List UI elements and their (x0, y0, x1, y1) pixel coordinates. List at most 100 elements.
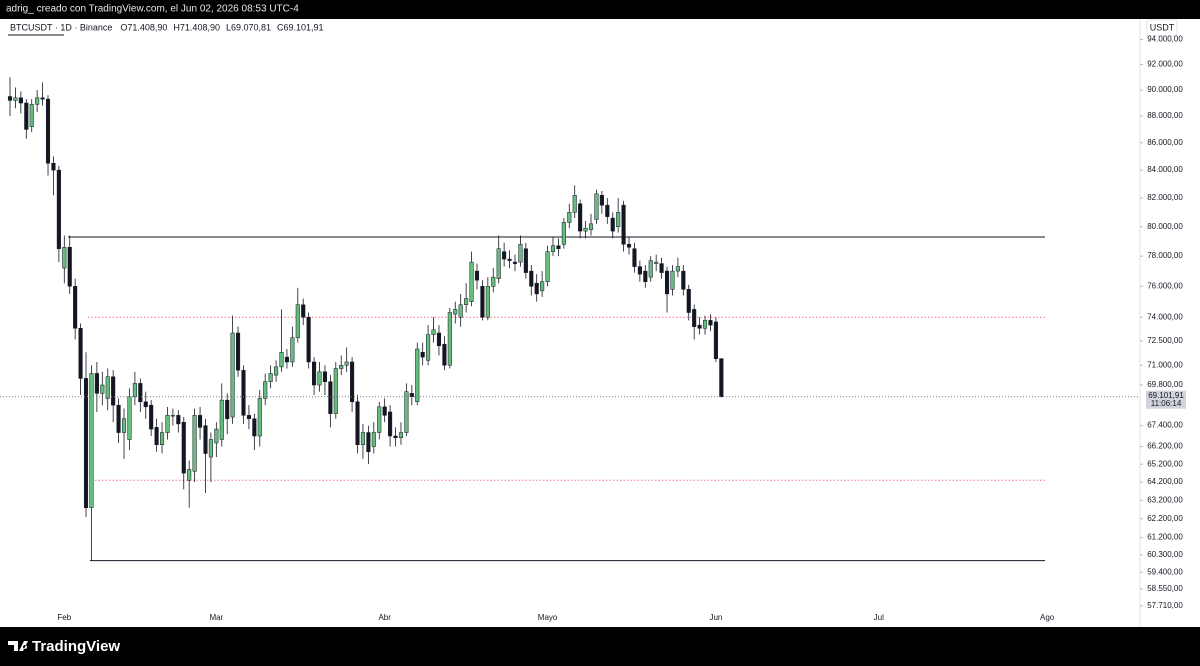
candle-body (192, 415, 197, 472)
candle-body (7, 96, 13, 101)
candle-body (198, 415, 203, 428)
candle-body (24, 102, 29, 130)
candle-body (654, 261, 659, 264)
y-tick-label: 92.000,00 (1147, 60, 1183, 69)
candle-body (719, 358, 724, 397)
y-tick-label: 88.000,00 (1147, 111, 1183, 120)
candle-body (420, 351, 425, 358)
candle-body (599, 195, 604, 206)
y-tick-label: 72.500,00 (1147, 336, 1183, 345)
candle-body (550, 245, 556, 252)
candle-body (556, 245, 561, 249)
candle-body (561, 222, 566, 245)
candle-body (203, 425, 208, 454)
y-tick-label: 74.000,00 (1147, 312, 1183, 321)
y-tick-label: 76.000,00 (1147, 281, 1183, 290)
candle-body (312, 361, 317, 386)
candle-body (18, 97, 23, 104)
candle-body (474, 270, 480, 281)
candle-body (632, 248, 637, 267)
candle-body (713, 321, 718, 359)
candle-body (45, 98, 51, 164)
y-tick-label: 60.300,00 (1147, 550, 1183, 559)
candle-body (480, 286, 485, 318)
candle-body (322, 371, 327, 382)
candle-body (241, 369, 246, 416)
y-tick-label: 90.000,00 (1147, 85, 1183, 94)
candle-body (149, 404, 154, 430)
y-tick-label: 80.000,00 (1147, 222, 1183, 231)
candle-body (702, 320, 708, 329)
candle-body (94, 373, 99, 394)
x-tick-label: Feb (57, 613, 71, 622)
candle-body (360, 432, 365, 445)
candle-body (436, 332, 442, 347)
candle-body (295, 304, 300, 339)
candle-body (540, 281, 545, 292)
y-tick-label: 57.710,00 (1147, 601, 1183, 610)
candle-body (56, 169, 61, 249)
candle-body (62, 246, 67, 269)
candle-body (610, 217, 615, 232)
candle-body (219, 399, 224, 440)
candle-body (518, 244, 523, 263)
candle-body (404, 391, 409, 433)
candle-body (111, 376, 116, 406)
candle-body (523, 248, 528, 273)
candle-body (236, 332, 241, 371)
y-tick-label: 94.000,00 (1147, 35, 1183, 44)
candle-body (317, 371, 322, 386)
candle-body (529, 270, 534, 287)
candle-body (208, 439, 213, 458)
candle-body (132, 383, 137, 397)
y-tick-label: 78.000,00 (1147, 251, 1183, 260)
candle-body (230, 332, 235, 418)
candle-body (268, 373, 273, 382)
y-tick-label: 86.000,00 (1147, 138, 1183, 147)
candle-body (344, 361, 349, 366)
candle-body (485, 286, 490, 318)
candle-body (73, 286, 78, 329)
candle-body (534, 282, 539, 295)
candle-body (355, 401, 360, 445)
price-label: 69.101,91 (1148, 391, 1184, 400)
candle-body (35, 97, 40, 105)
candle-body (431, 329, 436, 335)
ohlc-value: H71.408,90 (173, 22, 220, 32)
candle-body (274, 366, 279, 376)
candle-body (225, 399, 230, 420)
x-tick-label: Mayo (538, 613, 558, 622)
x-tick-label: Jul (874, 613, 884, 622)
candle-body (447, 312, 452, 366)
candle-body (176, 415, 181, 425)
logo (8, 641, 28, 651)
candle-body (40, 97, 45, 100)
candle-body (78, 328, 83, 379)
x-tick-label: Jun (709, 613, 722, 622)
candle-body (578, 203, 583, 232)
candle-body (339, 364, 344, 369)
candle-body (583, 227, 588, 232)
candle-body (605, 204, 610, 217)
candle-body (121, 418, 127, 433)
candle-body (491, 276, 496, 287)
y-tick-label: 65.200,00 (1147, 459, 1183, 468)
x-tick-label: Mar (209, 613, 223, 622)
candle-body (371, 432, 376, 447)
candle-body (708, 320, 713, 326)
candle-body (143, 401, 148, 408)
ohlc-value: L69.070,81 (226, 22, 271, 32)
y-tick-label: 71.000,00 (1147, 360, 1183, 369)
candle-body (246, 415, 251, 420)
candle-body (127, 396, 132, 440)
header-text: adrig_ creado con TradingView.com, el Ju… (6, 4, 299, 15)
candle-body (89, 373, 94, 508)
candle-body (398, 432, 404, 439)
candle-body (51, 162, 56, 171)
candle-body (648, 260, 653, 278)
candle-body (388, 411, 393, 437)
brand: TradingView (32, 638, 120, 655)
candle-body (664, 270, 670, 295)
candle-body (138, 383, 143, 403)
